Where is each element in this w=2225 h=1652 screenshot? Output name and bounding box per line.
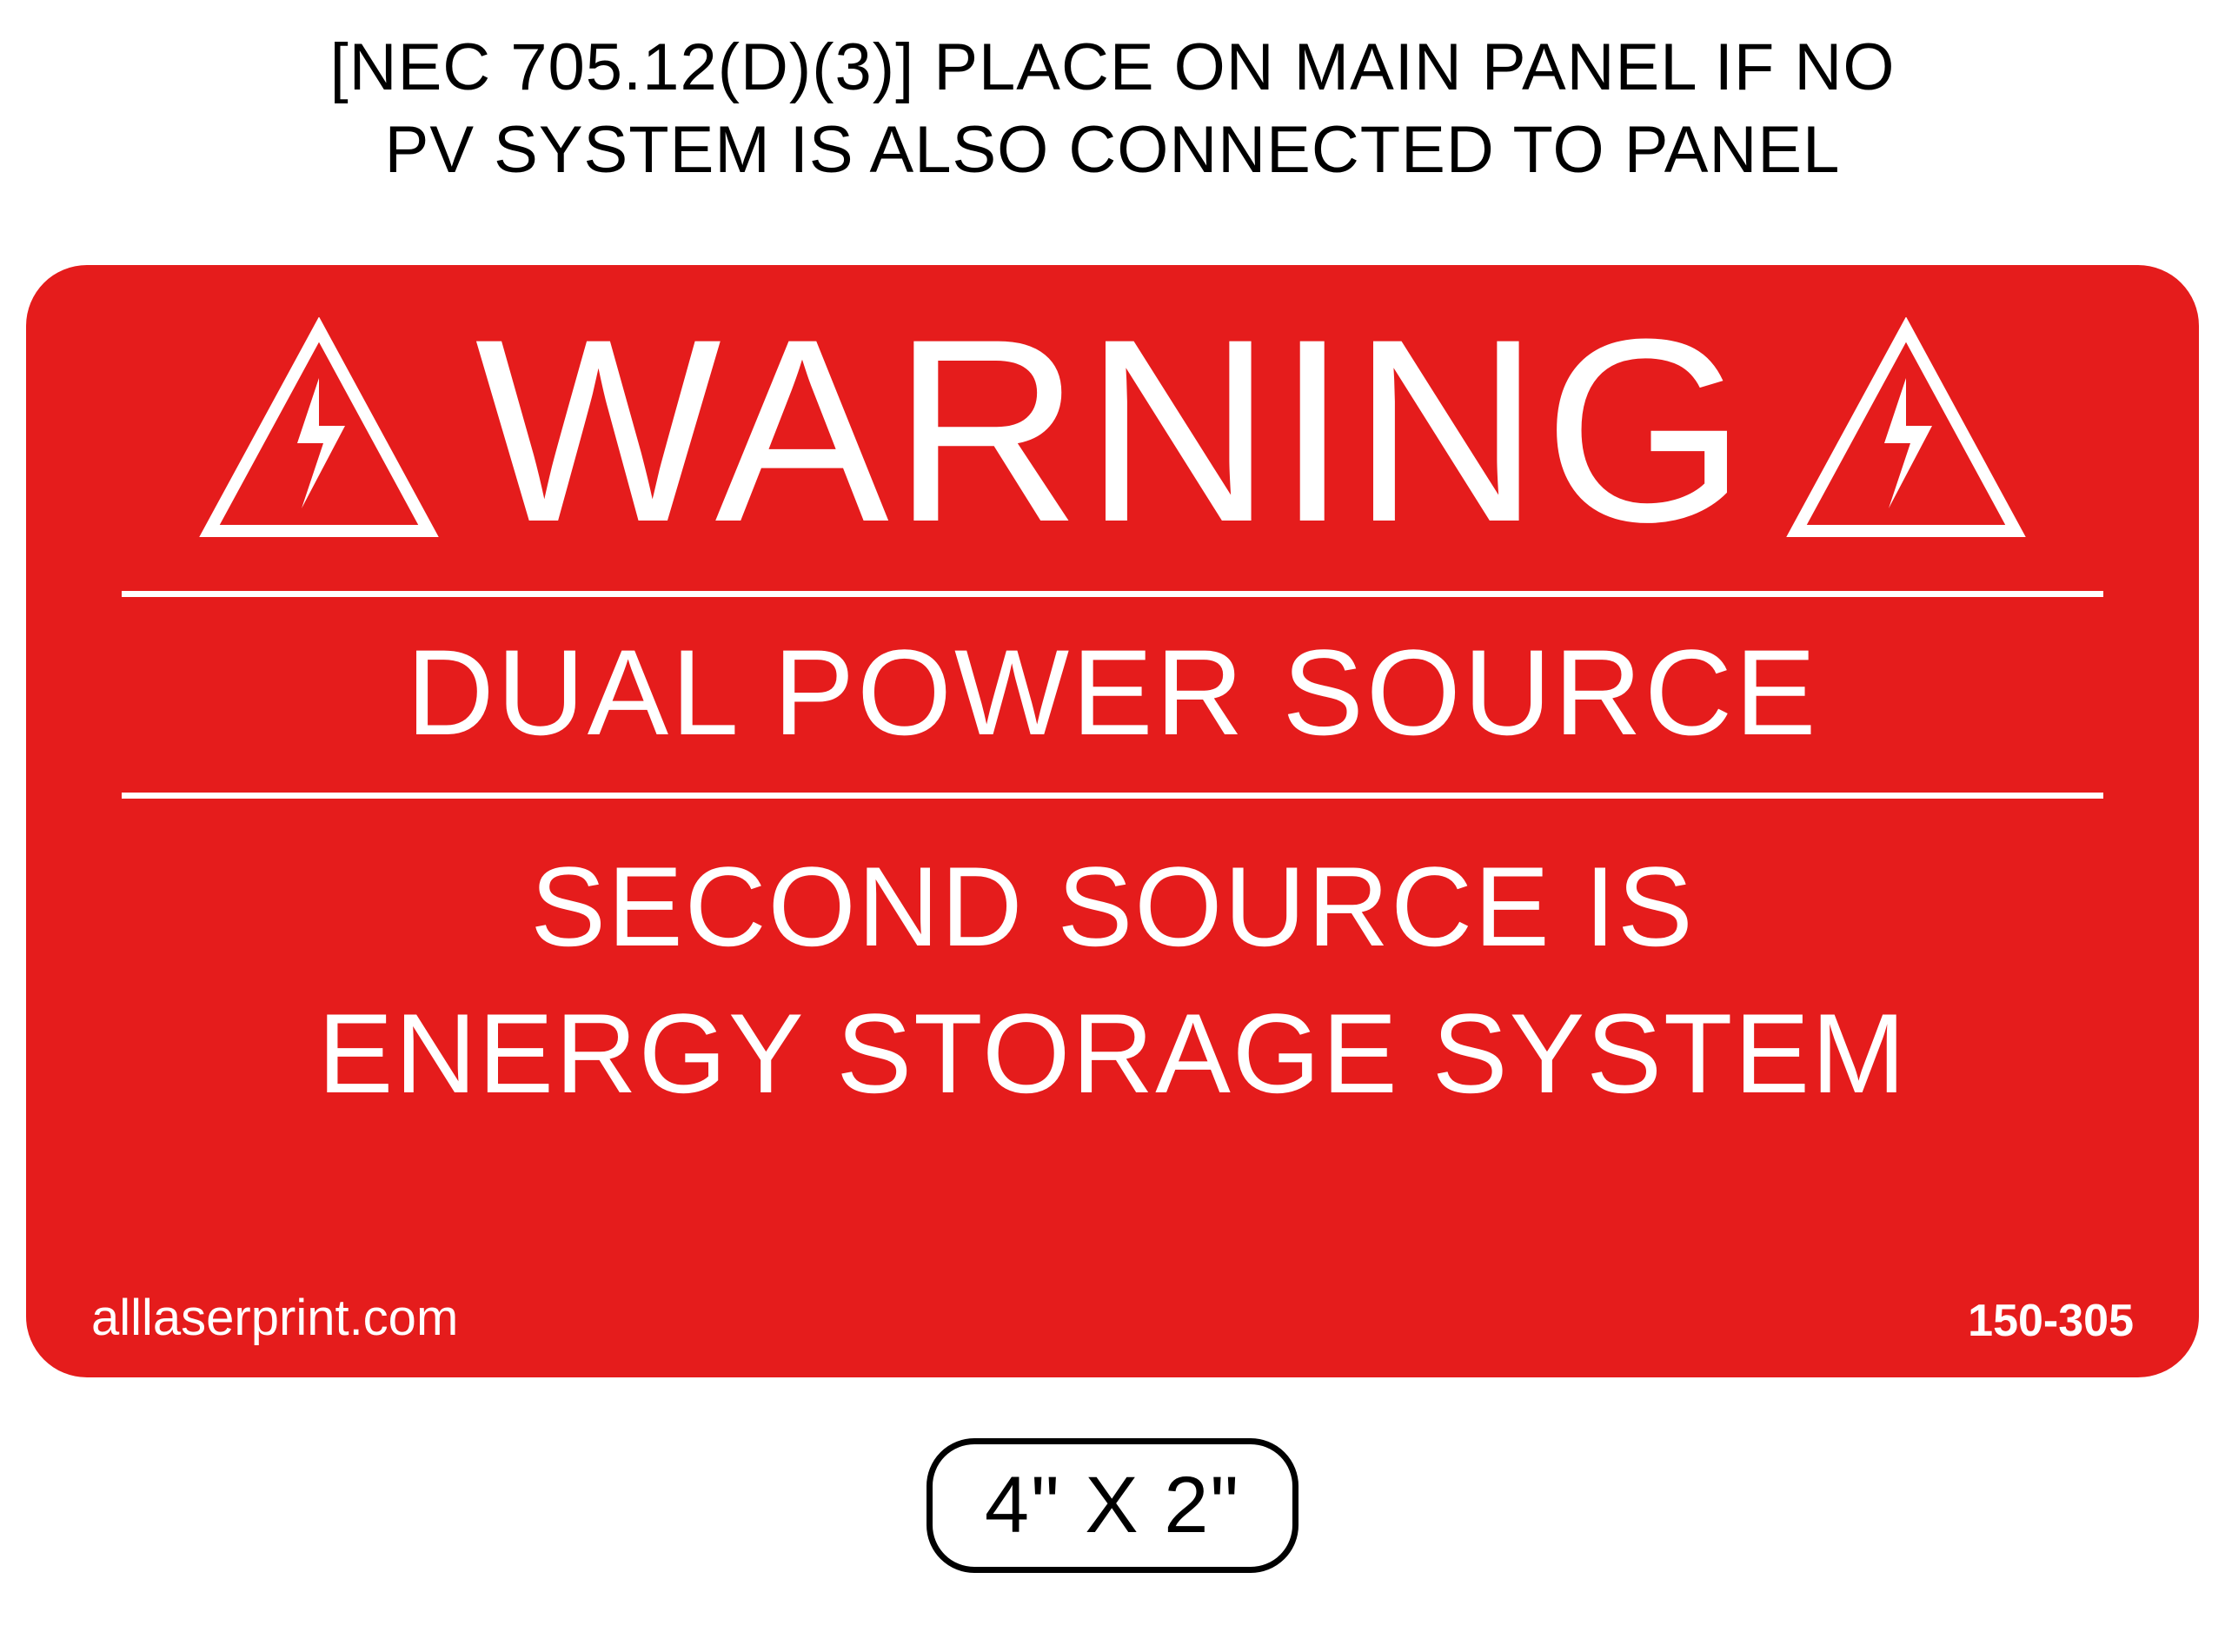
warning-title-text: WARNING bbox=[475, 300, 1750, 561]
footer-part-number: 150-305 bbox=[1968, 1295, 2134, 1347]
header-instruction: [NEC 705.12(D)(3)] PLACE ON MAIN PANEL I… bbox=[156, 26, 2069, 191]
size-badge: 4" X 2" bbox=[927, 1438, 1298, 1573]
body-line-1: SECOND SOURCE IS bbox=[530, 843, 1694, 970]
hazard-triangle-left-icon bbox=[197, 317, 441, 543]
divider-line-1 bbox=[122, 591, 2103, 597]
divider-line-2 bbox=[122, 793, 2103, 799]
subtitle-text: DUAL POWER SOURCE bbox=[407, 632, 1819, 753]
size-badge-text: 4" X 2" bbox=[985, 1461, 1240, 1549]
warning-label-panel: WARNING DUAL POWER SOURCE SECOND SOURCE … bbox=[26, 265, 2199, 1377]
hazard-triangle-right-icon bbox=[1784, 317, 2028, 543]
footer-website: alllaserprint.com bbox=[91, 1289, 458, 1347]
panel-footer-row: alllaserprint.com 150-305 bbox=[26, 1289, 2199, 1347]
body-line-2: ENERGY STORAGE SYSTEM bbox=[318, 990, 1908, 1117]
page-container: [NEC 705.12(D)(3)] PLACE ON MAIN PANEL I… bbox=[0, 0, 2225, 1652]
body-text-block: SECOND SOURCE IS ENERGY STORAGE SYSTEM bbox=[318, 833, 1908, 1127]
header-line-1: [NEC 705.12(D)(3)] PLACE ON MAIN PANEL I… bbox=[330, 30, 1896, 104]
header-line-2: PV SYSTEM IS ALSO CONNECTED TO PANEL bbox=[385, 113, 1841, 187]
warning-title-row: WARNING bbox=[87, 300, 2138, 561]
